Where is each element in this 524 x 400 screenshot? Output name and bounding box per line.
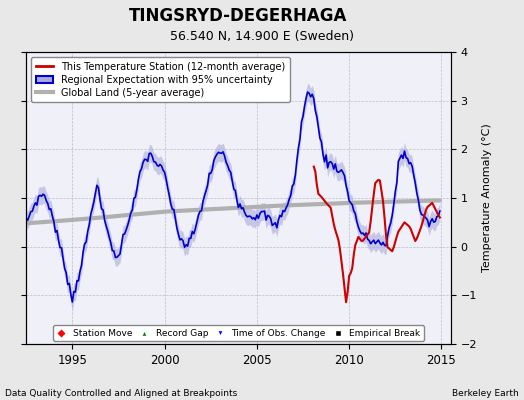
Title: TINGSRYD-DEGERHAGA: TINGSRYD-DEGERHAGA — [129, 8, 347, 26]
Legend: Station Move, Record Gap, Time of Obs. Change, Empirical Break: Station Move, Record Gap, Time of Obs. C… — [53, 325, 424, 341]
Y-axis label: Temperature Anomaly (°C): Temperature Anomaly (°C) — [483, 124, 493, 272]
Text: 56.540 N, 14.900 E (Sweden): 56.540 N, 14.900 E (Sweden) — [170, 30, 354, 43]
Text: Data Quality Controlled and Aligned at Breakpoints: Data Quality Controlled and Aligned at B… — [5, 389, 237, 398]
Text: Berkeley Earth: Berkeley Earth — [452, 389, 519, 398]
